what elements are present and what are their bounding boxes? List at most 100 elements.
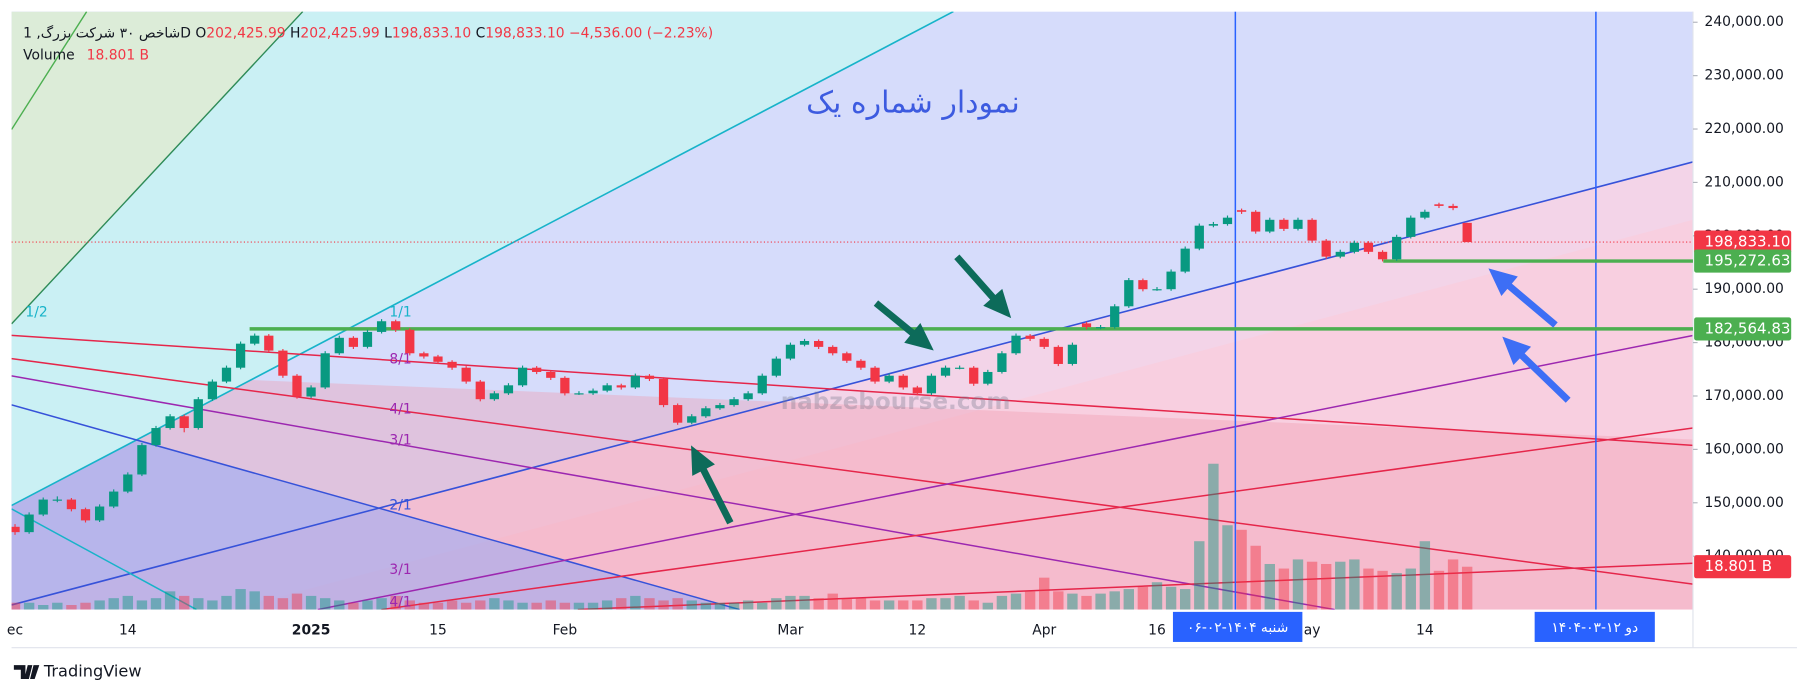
- volume-bar: [108, 598, 119, 610]
- volume-bar: [573, 602, 585, 610]
- volume-bar: [926, 598, 937, 610]
- candle-body: [1321, 240, 1331, 257]
- volume-bar: [728, 602, 740, 610]
- date-tag: [1534, 611, 1655, 642]
- candle-body: [546, 371, 556, 378]
- candle-body: [969, 367, 979, 384]
- y-tick-label: 220,000.00: [1705, 121, 1784, 137]
- fan-label: 1/2: [25, 304, 47, 320]
- candle-body: [743, 393, 753, 400]
- volume-bar: [376, 598, 387, 610]
- candle-body: [757, 375, 767, 394]
- x-tick-label: ay: [1304, 622, 1321, 638]
- volume-bar: [1433, 570, 1445, 610]
- volume-bar: [1194, 541, 1205, 610]
- date-tag-label: شنبه ۱۴۰۴-۰۲-۰۶: [1187, 620, 1288, 636]
- candle-body: [785, 344, 796, 359]
- candle-body: [842, 353, 852, 361]
- candle-body: [66, 499, 77, 510]
- candle-body: [1138, 280, 1148, 290]
- volume-bar: [1165, 586, 1177, 610]
- y-tick-label: 170,000.00: [1705, 388, 1784, 404]
- price-tag-label: 198,833.10: [1705, 233, 1791, 251]
- arrow: [691, 445, 734, 525]
- volume-bar: [587, 602, 599, 610]
- volume-bar: [1067, 593, 1078, 610]
- field-key: H: [290, 26, 300, 42]
- volume-bar: [785, 595, 796, 610]
- candle-body: [983, 371, 993, 384]
- volume-bar: [1363, 568, 1374, 610]
- candle-body: [1448, 205, 1458, 209]
- candle-body: [644, 375, 655, 379]
- price-tag-label: 195,272.63: [1705, 252, 1791, 270]
- volume-bar: [827, 593, 838, 610]
- candle-body: [24, 514, 34, 533]
- candle-body: [574, 393, 584, 395]
- volume-bar: [883, 600, 895, 610]
- fan-label: 4/1: [389, 595, 411, 611]
- candle-body: [503, 385, 514, 394]
- volume-bar: [150, 598, 162, 610]
- candle-body: [1081, 323, 1092, 328]
- volume-bar: [179, 595, 190, 610]
- candle-body: [828, 346, 838, 354]
- candle-body: [1265, 219, 1275, 232]
- candle-body: [489, 393, 499, 400]
- volume-bar: [193, 598, 204, 610]
- candle-body: [1392, 236, 1402, 260]
- candle-body: [1434, 204, 1444, 206]
- legend-header: شاخص ۳۰ شرکت بزرگ, 1D O202,425.99 H202,4…: [23, 24, 713, 64]
- field-key: C: [476, 26, 486, 42]
- candle-body: [38, 499, 48, 515]
- candle-body: [1152, 289, 1162, 291]
- volume-bar: [1447, 559, 1459, 610]
- volume-bar: [686, 600, 697, 610]
- volume-bar: [418, 602, 430, 610]
- volume-bar: [1405, 568, 1416, 610]
- candle-body: [856, 360, 866, 368]
- volume-bar: [122, 595, 134, 610]
- volume-bar: [94, 600, 105, 610]
- y-tick-label: 190,000.00: [1705, 281, 1784, 297]
- volume-bar: [630, 595, 641, 610]
- candle-body: [207, 381, 218, 400]
- volume-value: 18.801 B: [87, 48, 149, 64]
- candle-body: [235, 343, 246, 368]
- brand: TradingView: [13, 662, 142, 681]
- volume-bar: [531, 602, 542, 610]
- candle-body: [278, 350, 288, 376]
- candle-body: [1420, 211, 1430, 218]
- change: −4,536.00 (−2.23%): [569, 26, 713, 42]
- candles: [11, 202, 1472, 535]
- candle-body: [1377, 251, 1388, 260]
- volume-bar: [164, 591, 176, 610]
- x-tick-label: 15: [429, 622, 447, 638]
- candle-body: [179, 416, 189, 429]
- volume-bar: [771, 598, 782, 610]
- volume-bar: [616, 598, 627, 610]
- volume-bar: [432, 602, 444, 610]
- volume-bar: [940, 598, 951, 610]
- candle-body: [11, 526, 20, 533]
- volume-bar: [1137, 586, 1149, 610]
- candle-body: [1166, 271, 1176, 290]
- candle-body: [376, 321, 387, 332]
- drawing-layer: [11, 11, 1693, 610]
- arrow: [1502, 336, 1571, 403]
- x-tick-label: ec: [7, 622, 23, 638]
- fan-line: [11, 404, 740, 610]
- volume-bar: [559, 602, 571, 610]
- candle-body: [1251, 211, 1261, 232]
- volume-bar: [672, 598, 683, 610]
- price-tag: [1694, 230, 1792, 254]
- field-value: 198,833.10: [392, 26, 471, 42]
- volume-label: Volume: [23, 48, 75, 64]
- volume-bar: [996, 595, 1008, 610]
- candle-body: [602, 385, 612, 391]
- fan-line: [11, 508, 197, 610]
- volume-bar: [1024, 591, 1036, 610]
- volume-bar: [742, 600, 754, 610]
- candle-body: [250, 335, 260, 344]
